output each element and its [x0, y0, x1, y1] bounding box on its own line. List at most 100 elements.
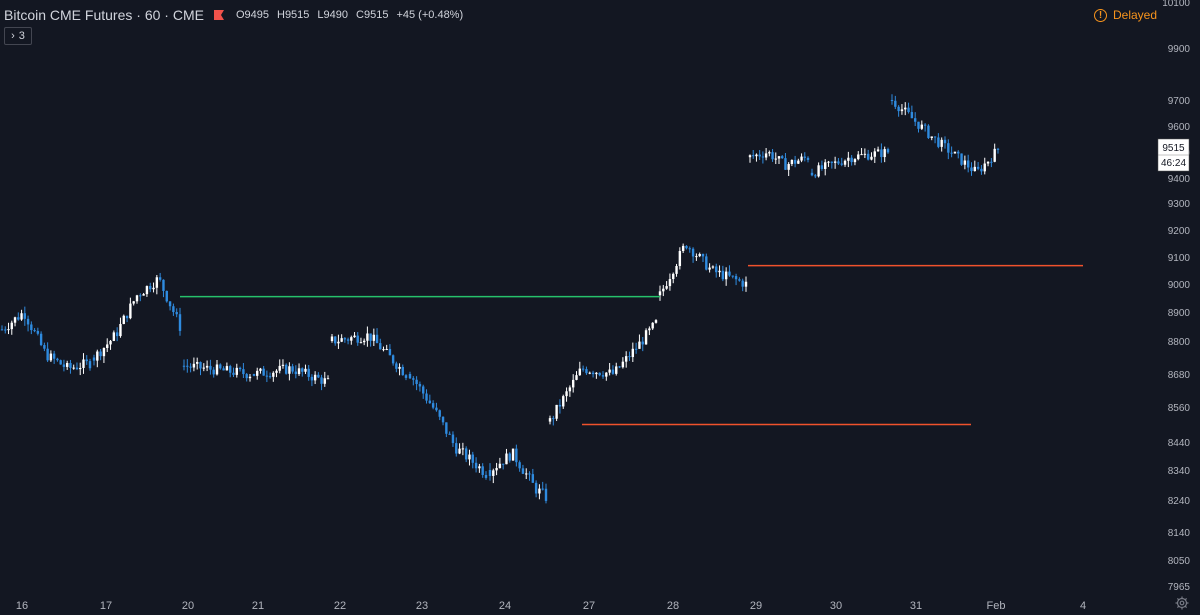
candle-body [907, 107, 910, 113]
candle-body [638, 341, 641, 349]
candle-body [369, 333, 372, 341]
candle-body [672, 273, 675, 280]
candle-body [810, 172, 814, 176]
candle-body [252, 374, 256, 376]
candle-body [824, 162, 827, 169]
candle-body [88, 361, 92, 369]
candle-body [787, 164, 790, 170]
candle-body [428, 400, 432, 404]
high-label: H [276, 9, 285, 21]
candle-body [853, 159, 857, 163]
low-label: L [317, 9, 324, 21]
price-tick-label: 9700 [1168, 96, 1191, 107]
candle-body [448, 433, 451, 435]
candle-body [256, 370, 259, 376]
candle-body [202, 367, 205, 369]
candle-body [605, 372, 608, 377]
candle-body [362, 340, 366, 343]
candle-body [793, 159, 797, 164]
price-tick-label: 9900 [1168, 44, 1191, 55]
candle-body [379, 343, 382, 350]
candle-body [375, 334, 379, 344]
candle-body [474, 462, 478, 469]
candle-body [744, 281, 748, 287]
candle-body [534, 482, 538, 494]
candle-body [343, 338, 347, 340]
candle-body [734, 276, 738, 280]
candle-body [65, 362, 69, 367]
candle-body [544, 488, 548, 501]
candle-body [139, 295, 142, 297]
candle-body [817, 165, 820, 177]
open-value: 9495 [244, 9, 269, 21]
candle-body [843, 160, 847, 165]
indicators-toggle-button[interactable]: › 3 [4, 27, 32, 45]
candle-body [39, 333, 43, 346]
time-tick-label: 23 [416, 600, 428, 612]
candle-body [175, 312, 178, 315]
candle-body [601, 375, 605, 377]
candle-body [910, 112, 914, 119]
price-tick-label: 8680 [1168, 370, 1191, 381]
candle-body [996, 148, 1000, 150]
candle-body [950, 152, 953, 154]
candle-body [158, 277, 162, 280]
candle-body [840, 163, 843, 165]
candle-body [278, 365, 281, 371]
symbol-title[interactable]: Bitcoin CME Futures · 60 · CME [4, 7, 204, 23]
high-value: 9515 [284, 9, 310, 21]
candle-body [797, 160, 800, 164]
indicator-count: 3 [18, 30, 25, 42]
candle-body [917, 121, 920, 129]
candle-body [10, 322, 13, 330]
candle-body [307, 368, 310, 377]
candle-body [438, 410, 441, 417]
candle-body [681, 245, 685, 252]
candle-body [748, 155, 752, 158]
price-tick-label: 8800 [1168, 337, 1191, 348]
candle-body [422, 386, 425, 394]
candle-body [790, 159, 794, 165]
candle-body [155, 277, 159, 288]
candle-body [565, 391, 568, 397]
price-tick-label: 8050 [1168, 556, 1191, 567]
gear-icon[interactable] [1175, 596, 1189, 610]
candle-body [976, 166, 980, 169]
candle-body [186, 365, 189, 367]
price-tick-label: 8240 [1168, 496, 1191, 507]
level-lines [180, 264, 1083, 426]
candle-body [92, 357, 96, 361]
candle-body [668, 279, 672, 287]
candle-body [615, 366, 618, 374]
candle-body [62, 364, 66, 367]
candle-body [685, 245, 688, 249]
candle-body [957, 151, 960, 154]
candle-body [738, 279, 741, 281]
candle-body [953, 151, 957, 154]
candle-body [741, 280, 744, 287]
candle-body [648, 328, 651, 331]
candle-body [588, 372, 591, 374]
price-tick-label: 8440 [1168, 438, 1191, 449]
flag-icon[interactable] [213, 10, 224, 20]
candle-body [501, 463, 505, 465]
delayed-status[interactable]: ! Delayed [1094, 8, 1157, 22]
candle-body [833, 161, 837, 163]
candle-body [4, 329, 7, 331]
candle-body [525, 473, 528, 475]
candle-body [401, 366, 404, 376]
candle-body [863, 153, 867, 155]
candle-body [721, 270, 725, 280]
candle-body [398, 366, 401, 369]
candle-body [983, 163, 986, 172]
time-tick-label: 4 [1080, 600, 1086, 612]
candle-body [866, 153, 870, 160]
candle-body [830, 161, 834, 163]
candle-body [774, 158, 777, 160]
candle-body [350, 337, 353, 341]
candle-body [284, 364, 288, 374]
last-price-tag: 9515 46:24 [1157, 138, 1190, 172]
candle-body [238, 367, 242, 370]
price-tick-label: 8340 [1168, 466, 1191, 477]
